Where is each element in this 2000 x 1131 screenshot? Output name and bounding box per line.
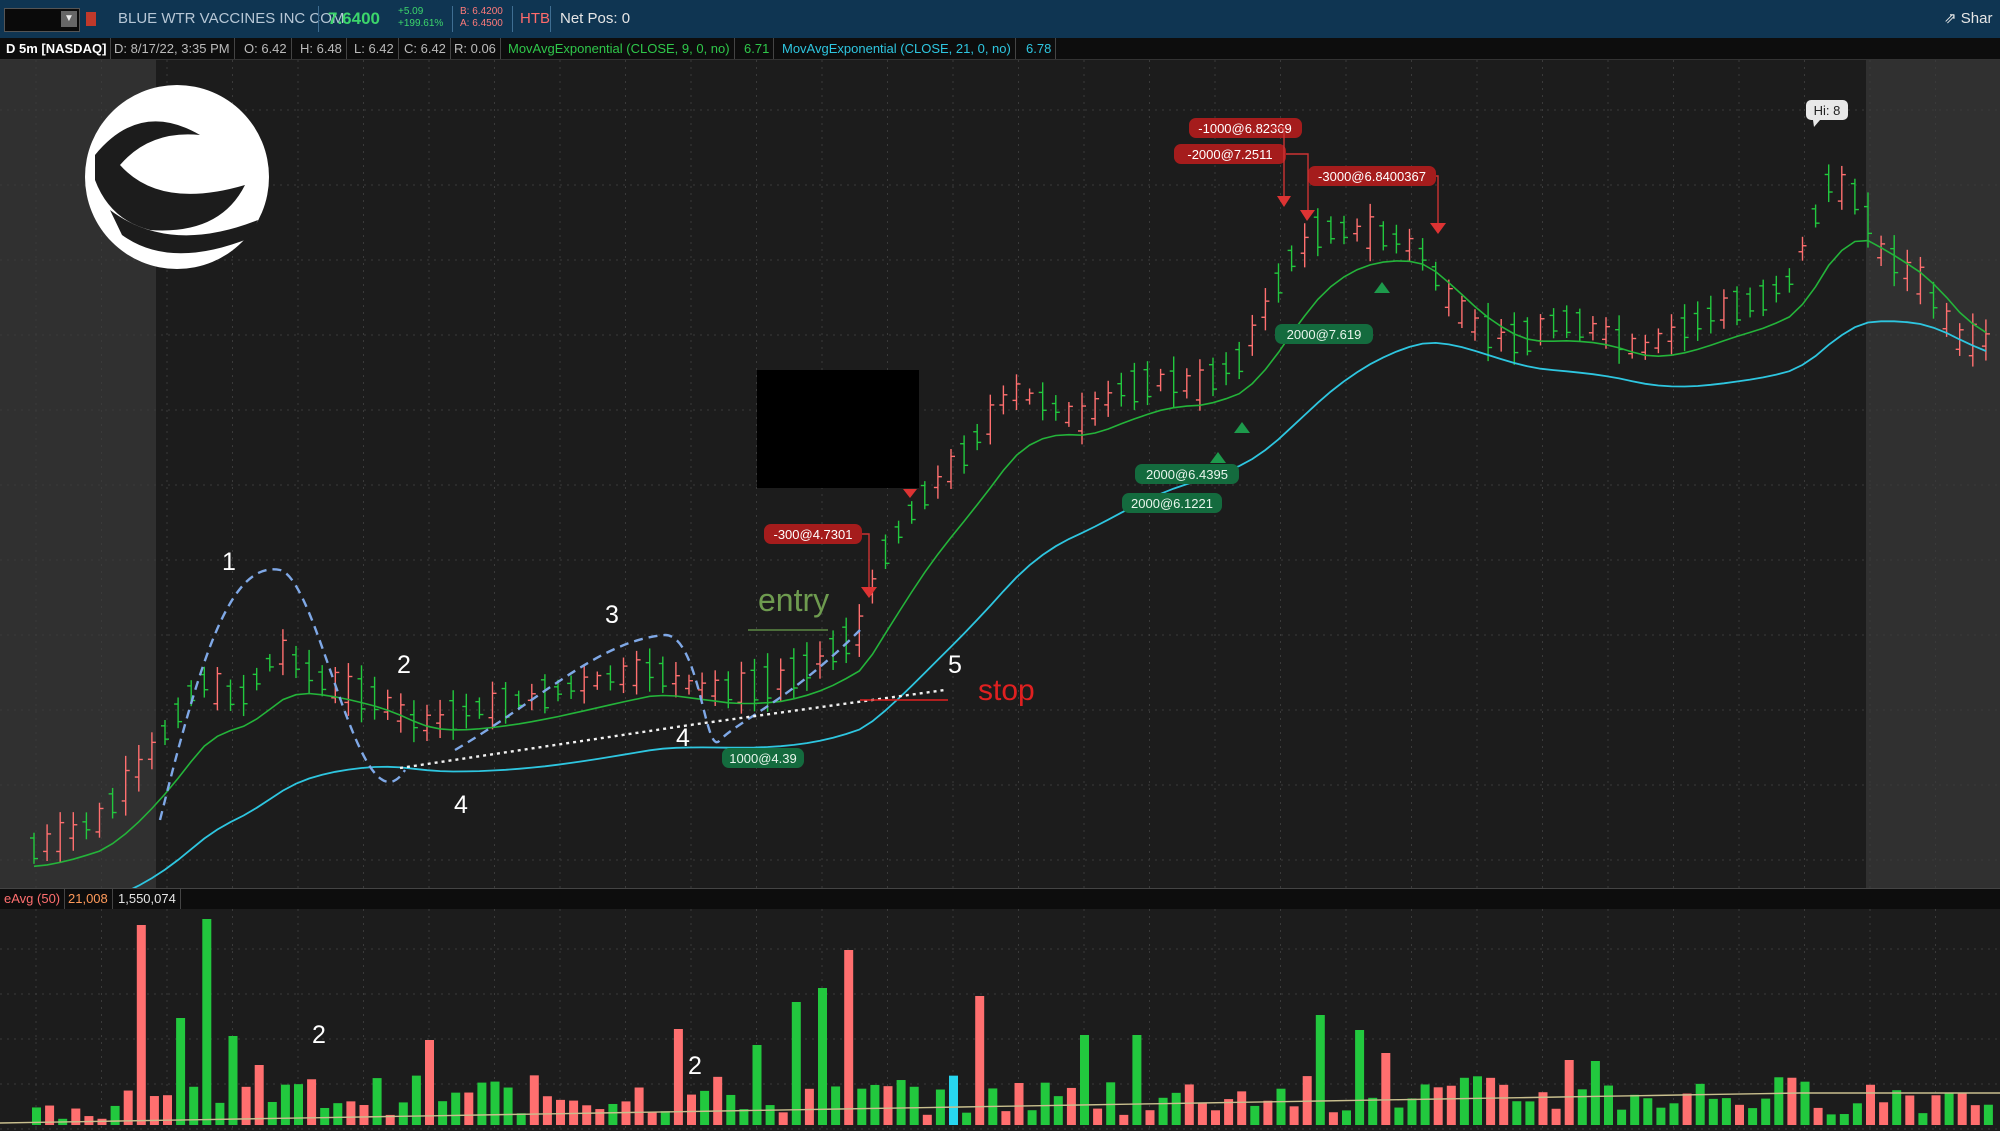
- ema9-line: [33, 239, 1987, 868]
- bar-open: O: 6.42: [240, 38, 292, 59]
- bar-close: C: 6.42: [400, 38, 451, 59]
- volume-chart[interactable]: 2 2: [0, 909, 2000, 1131]
- link-color-indicator[interactable]: [86, 12, 96, 26]
- high-bubble: Hi: 8: [1806, 100, 1848, 127]
- annotation-1: 1: [222, 548, 236, 576]
- volume-avg-value: 21,008: [64, 889, 113, 909]
- sell-order-tag[interactable]: -1000@6.82369: [1189, 118, 1302, 138]
- price-chart[interactable]: 1 2 3 4 4 5 entry stop -1000@6.82369 -20…: [0, 60, 2000, 888]
- htb-badge: HTB: [520, 10, 550, 27]
- bar-range: R: 0.06: [450, 38, 501, 59]
- bar-low: L: 6.42: [350, 38, 399, 59]
- symbol-selector[interactable]: ▼: [4, 8, 80, 32]
- bid-ask: B: 6.4200 A: 6.4500: [460, 6, 503, 29]
- volume-annotation-2b: 2: [688, 1052, 702, 1080]
- chart-info-bar: D 5m [NASDAQ] D: 8/17/22, 3:35 PM O: 6.4…: [0, 38, 2000, 60]
- svg-text:-300@4.7301: -300@4.7301: [774, 527, 853, 542]
- svg-text:2000@6.1221: 2000@6.1221: [1131, 496, 1213, 511]
- entry-label: entry: [758, 582, 829, 618]
- annotation-3: 3: [605, 601, 619, 629]
- stop-label: stop: [978, 674, 1035, 707]
- pattern-curve-3: [454, 629, 861, 752]
- share-icon: ⇗: [1944, 10, 1957, 27]
- sell-order-tag[interactable]: -2000@7.2511: [1174, 144, 1286, 164]
- ema21-line: [131, 320, 1987, 888]
- svg-text:-3000@6.8400367: -3000@6.8400367: [1318, 169, 1426, 184]
- afterhours-shade: [1866, 60, 2000, 888]
- volume-header: eAvg (50) 21,008 1,550,074: [0, 888, 2000, 910]
- svg-text:-2000@7.2511: -2000@7.2511: [1187, 147, 1272, 162]
- pattern-curve-1: [158, 568, 407, 821]
- last-price: 7.6400: [328, 9, 380, 28]
- annotation-5: 5: [948, 651, 962, 679]
- buy-order-tag[interactable]: 2000@6.4395: [1135, 464, 1239, 484]
- svg-text:-1000@6.82369: -1000@6.82369: [1198, 121, 1291, 136]
- share-button[interactable]: ⇗ Shar: [1944, 10, 1993, 27]
- volume-value: 1,550,074: [114, 889, 181, 909]
- company-name: BLUE WTR VACCINES INC COM: [118, 10, 345, 27]
- ema9-label[interactable]: MovAvgExponential (CLOSE, 9, 0, no): [504, 38, 735, 59]
- ema21-value: 6.78: [1022, 38, 1057, 59]
- chevron-down-icon[interactable]: ▼: [61, 11, 77, 27]
- annotation-4b: 4: [676, 724, 690, 752]
- sell-order-tag[interactable]: -300@4.7301: [764, 524, 862, 544]
- volume-grid: [0, 909, 2000, 1131]
- annotation-4a: 4: [454, 791, 468, 819]
- ema21-label[interactable]: MovAvgExponential (CLOSE, 21, 0, no): [778, 38, 1016, 59]
- buy-order-tag[interactable]: 1000@4.39: [722, 748, 804, 768]
- ema9-value: 6.71: [740, 38, 775, 59]
- order-connectors: [862, 127, 1439, 587]
- svg-text:Hi: 8: Hi: 8: [1814, 103, 1841, 118]
- buy-arrows: [1210, 282, 1390, 463]
- volume-annotation-2a: 2: [312, 1021, 326, 1049]
- annotation-2: 2: [397, 651, 411, 679]
- buy-order-tag[interactable]: 2000@6.1221: [1122, 493, 1222, 513]
- svg-text:1000@4.39: 1000@4.39: [729, 751, 796, 766]
- sell-order-tag[interactable]: -3000@6.8400367: [1308, 166, 1436, 186]
- bar-date: D: 8/17/22, 3:35 PM: [110, 38, 235, 59]
- candles: [30, 164, 1990, 864]
- volume-avg-line: [0, 1092, 2000, 1124]
- company-logo: [85, 85, 269, 269]
- net-position: Net Pos: 0: [560, 10, 631, 27]
- symbol-timeframe[interactable]: D 5m [NASDAQ]: [2, 38, 112, 59]
- redaction-box: [757, 370, 919, 488]
- svg-text:2000@7.619: 2000@7.619: [1287, 327, 1362, 342]
- sell-arrows: [861, 196, 1446, 598]
- buy-order-tag[interactable]: 2000@7.619: [1275, 324, 1373, 344]
- volume-avg-label[interactable]: eAvg (50): [0, 889, 66, 909]
- symbol-toolbar: ▼ BLUE WTR VACCINES INC COM 7.6400 +5.09…: [0, 0, 2000, 39]
- price-change: +5.09 +199.61%: [398, 6, 444, 29]
- bar-high: H: 6.48: [296, 38, 347, 59]
- svg-text:2000@6.4395: 2000@6.4395: [1146, 467, 1228, 482]
- trendline-dotted: [399, 688, 946, 770]
